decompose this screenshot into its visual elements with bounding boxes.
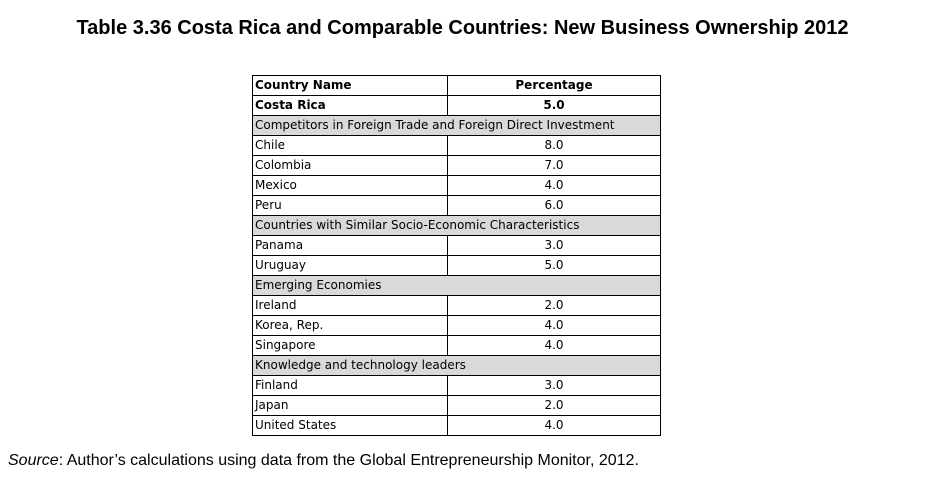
table-row: Panama 3.0 (252, 235, 661, 256)
country-name: Ireland (252, 295, 448, 316)
country-name: Panama (252, 235, 448, 256)
table-header-row: Country Name Percentage (252, 75, 661, 96)
percentage-value: 4.0 (447, 335, 661, 356)
percentage-value: 2.0 (447, 295, 661, 316)
percentage-value: 4.0 (447, 415, 661, 436)
table-row: Ireland 2.0 (252, 295, 661, 316)
country-name: Colombia (252, 155, 448, 176)
percentage-value: 2.0 (447, 395, 661, 416)
country-name: Mexico (252, 175, 448, 196)
table-row: United States 4.0 (252, 415, 661, 436)
percentage-value: 3.0 (447, 235, 661, 256)
header-percentage: Percentage (447, 75, 661, 96)
percentage-value: 3.0 (447, 375, 661, 396)
country-name: Chile (252, 135, 448, 156)
country-name: Korea, Rep. (252, 315, 448, 336)
country-name: United States (252, 415, 448, 436)
percentage-value: 8.0 (447, 135, 661, 156)
table-row: Chile 8.0 (252, 135, 661, 156)
table-row: Peru 6.0 (252, 195, 661, 216)
group-label: Countries with Similar Socio-Economic Ch… (252, 215, 661, 236)
source-label: Source (8, 452, 59, 469)
table-row: Japan 2.0 (252, 395, 661, 416)
table-row: Korea, Rep. 4.0 (252, 315, 661, 336)
country-name: Peru (252, 195, 448, 216)
percentage-value: 7.0 (447, 155, 661, 176)
source-text: : Author’s calculations using data from … (58, 452, 639, 469)
highlight-row: Costa Rica 5.0 (252, 95, 661, 116)
table-row: Mexico 4.0 (252, 175, 661, 196)
source-note: Source: Author’s calculations using data… (8, 452, 639, 470)
ownership-table: Country Name Percentage Costa Rica 5.0 C… (252, 75, 661, 436)
country-name: Costa Rica (252, 95, 448, 116)
group-row: Emerging Economies (252, 275, 661, 296)
country-name: Singapore (252, 335, 448, 356)
header-country-name: Country Name (252, 75, 448, 96)
group-row: Knowledge and technology leaders (252, 355, 661, 376)
table-row: Colombia 7.0 (252, 155, 661, 176)
country-name: Finland (252, 375, 448, 396)
percentage-value: 5.0 (447, 95, 661, 116)
table-row: Finland 3.0 (252, 375, 661, 396)
group-label: Competitors in Foreign Trade and Foreign… (252, 115, 661, 136)
country-name: Japan (252, 395, 448, 416)
group-row: Competitors in Foreign Trade and Foreign… (252, 115, 661, 136)
group-label: Knowledge and technology leaders (252, 355, 661, 376)
group-label: Emerging Economies (252, 275, 661, 296)
percentage-value: 4.0 (447, 315, 661, 336)
table-title: Table 3.36 Costa Rica and Comparable Cou… (76, 17, 849, 39)
percentage-value: 4.0 (447, 175, 661, 196)
table-row: Uruguay 5.0 (252, 255, 661, 276)
percentage-value: 5.0 (447, 255, 661, 276)
table-row: Singapore 4.0 (252, 335, 661, 356)
country-name: Uruguay (252, 255, 448, 276)
group-row: Countries with Similar Socio-Economic Ch… (252, 215, 661, 236)
percentage-value: 6.0 (447, 195, 661, 216)
